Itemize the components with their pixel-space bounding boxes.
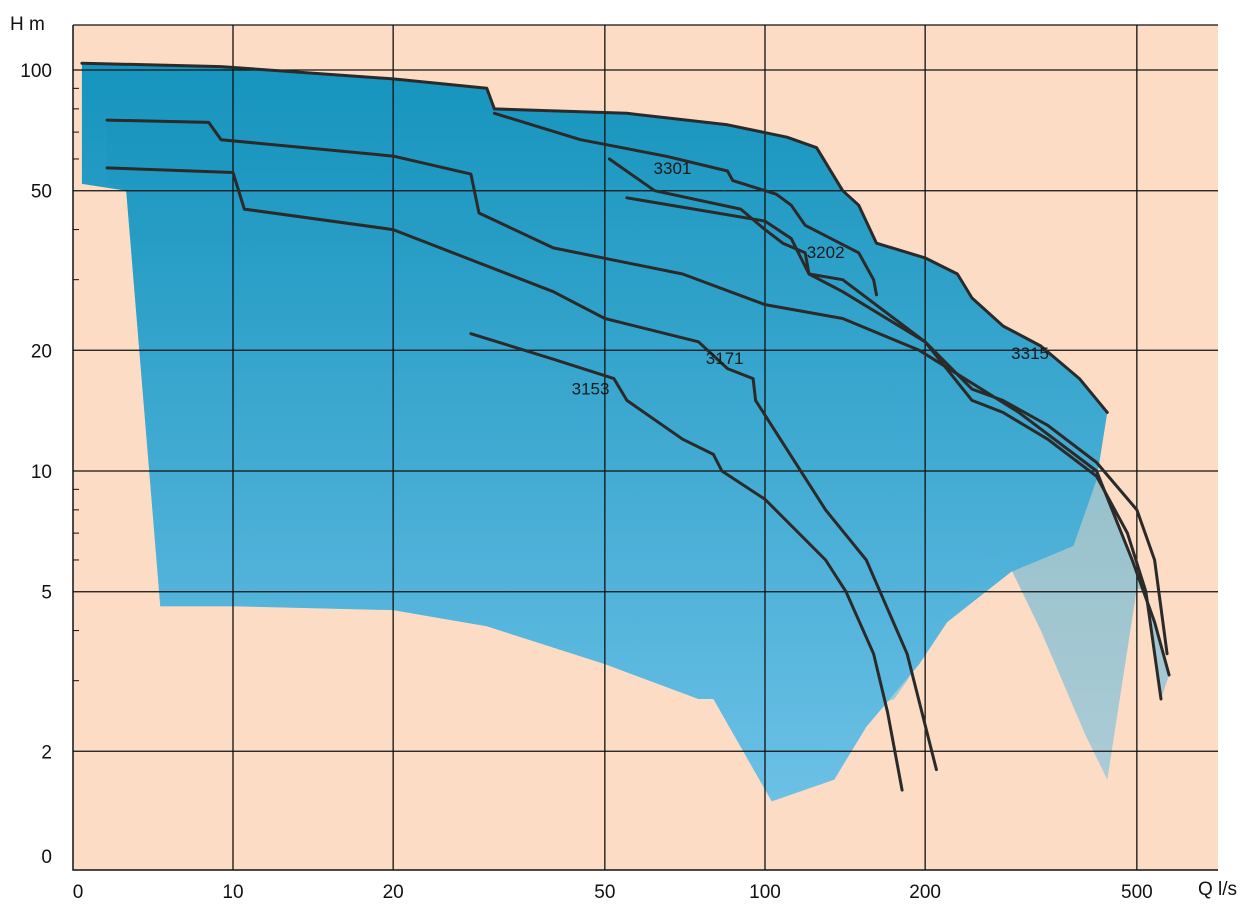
x-tick-label: 100: [749, 882, 781, 903]
curve-3153: [469, 332, 904, 792]
x-axis-label: Q l/s: [1198, 879, 1237, 900]
curve-label-3202: 3202: [807, 243, 845, 262]
curve-3301: [492, 111, 878, 297]
curve-3171: [105, 166, 938, 772]
y-tick-label: 2: [41, 742, 52, 763]
curve-label-3301: 3301: [654, 159, 692, 178]
x-tick-label: 20: [383, 882, 404, 903]
curve-labels: 3301 3202 3315 3171 3153: [572, 159, 1049, 399]
curve-label-3171: 3171: [706, 349, 744, 368]
y-tick-label: 5: [41, 583, 52, 604]
curve-label-3153: 3153: [572, 380, 610, 399]
curve-impeller-4: [625, 196, 1163, 701]
curve-3315: [80, 61, 1109, 414]
plot-frame: [72, 25, 1218, 871]
y-tick-label: 20: [31, 341, 52, 362]
y-tick-label: 10: [31, 462, 52, 483]
tick-labels: 0 10 20 50 100 200 500 0 2 5 10 20 50 100: [20, 61, 1152, 903]
y-tick-label: 0: [41, 847, 52, 868]
x-tick-label: 0: [73, 882, 84, 903]
y-tick-label: 50: [31, 182, 52, 203]
y-axis-label: H m: [10, 14, 45, 35]
region-3171: [107, 120, 1170, 802]
x-tick-label: 500: [1121, 882, 1153, 903]
x-tick-label: 200: [909, 882, 941, 903]
y-tick-label: 100: [20, 61, 52, 82]
curve-label-3315: 3315: [1011, 344, 1049, 363]
performance-curves: [80, 61, 1171, 792]
x-tick-label: 50: [594, 882, 615, 903]
curve-3202: [105, 118, 1171, 677]
x-tick-label: 10: [222, 882, 243, 903]
